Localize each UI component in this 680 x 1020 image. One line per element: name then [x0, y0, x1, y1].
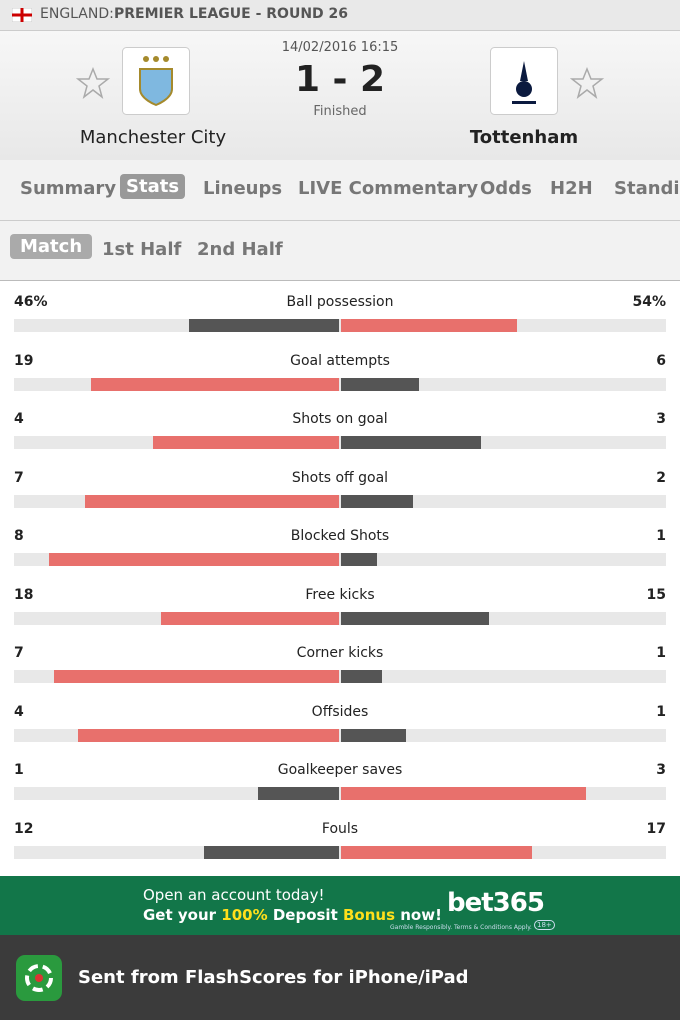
- app-icon[interactable]: [16, 955, 62, 1001]
- favorite-star[interactable]: [570, 67, 604, 99]
- score: 1 - 2: [294, 59, 386, 100]
- away-bar: [341, 845, 533, 859]
- home-value: 4: [14, 703, 24, 720]
- home-bar: [91, 377, 339, 391]
- away-value: 3: [656, 762, 666, 778]
- away-team[interactable]: Tottenham: [469, 127, 579, 148]
- home-value: 7: [14, 645, 24, 661]
- stat-name: Ball possession: [286, 294, 394, 310]
- home-value: 19: [14, 352, 34, 369]
- away-bar: [341, 377, 420, 391]
- home-logo[interactable]: [122, 47, 190, 115]
- tab[interactable]: H2H: [550, 178, 593, 199]
- bar-track: [14, 319, 666, 332]
- away-bar: [341, 436, 481, 449]
- home-team[interactable]: Manchester City: [79, 127, 227, 148]
- stat-name: Blocked Shots: [290, 528, 390, 544]
- ad-text: Open an account today!: [143, 886, 325, 904]
- match-header: Manchester City Tottenham 14/02/2016 16:…: [0, 31, 680, 161]
- home-bar: [204, 845, 339, 859]
- home-value: 12: [14, 820, 34, 837]
- away-bar: [341, 319, 518, 332]
- away-bar: [341, 787, 586, 800]
- match-status: Finished: [313, 104, 367, 119]
- home-bar: [189, 319, 339, 332]
- tab[interactable]: Summary: [20, 178, 117, 199]
- subtab[interactable]: Match: [10, 234, 93, 259]
- tab[interactable]: Stats: [120, 174, 186, 199]
- stat-name: Free kicks: [305, 586, 375, 603]
- home-bar: [257, 787, 339, 800]
- away-bar: [341, 728, 407, 742]
- away-value: 17: [646, 820, 666, 837]
- ad-text: Deposit: [267, 906, 343, 924]
- subtab-bar: Match 1st Half 2nd Half: [0, 221, 680, 281]
- home-bar: [49, 553, 339, 566]
- ad-text: Bonus: [342, 906, 395, 924]
- away-bar: [341, 611, 490, 625]
- away-bar: [341, 494, 414, 508]
- stat-name: Goalkeeper saves: [277, 762, 403, 778]
- away-value: 1: [656, 645, 666, 661]
- home-bar: [161, 611, 339, 625]
- away-value: 54%: [632, 294, 666, 310]
- competition[interactable]: PREMIER LEAGUE - ROUND 26: [114, 6, 349, 22]
- away-bar: [341, 670, 382, 683]
- ad-text: now!: [395, 906, 442, 924]
- country: ENGLAND:: [40, 6, 114, 22]
- away-value: 1: [656, 528, 666, 544]
- home-bar: [85, 494, 339, 508]
- home-bar: [78, 728, 339, 742]
- bar-track: [14, 436, 666, 449]
- home-value: 4: [14, 411, 24, 427]
- header-bar: ENGLAND: PREMIER LEAGUE - ROUND 26: [0, 0, 680, 31]
- away-value: 15: [646, 586, 666, 603]
- match-datetime: 14/02/2016 16:15: [281, 40, 399, 55]
- stat-name: Offsides: [311, 703, 369, 720]
- away-value: 6: [656, 352, 666, 369]
- away-value: 1: [656, 703, 666, 720]
- ad-age: 18+: [534, 920, 555, 930]
- stat-name: Goal attempts: [290, 352, 390, 369]
- home-bar: [53, 670, 339, 683]
- tab[interactable]: Lineups: [203, 178, 283, 199]
- home-value: 18: [14, 586, 34, 603]
- flag: [12, 8, 32, 22]
- ad-text: Get your: [143, 906, 222, 924]
- away-value: 3: [656, 411, 666, 427]
- stat-name: Shots on goal: [292, 411, 388, 427]
- home-value: 8: [14, 528, 24, 544]
- ad-fine-print: Gamble Responsibly. Terms & Conditions A…: [390, 924, 532, 931]
- tab[interactable]: Odds: [480, 178, 532, 199]
- bar-track: [14, 611, 666, 625]
- away-logo[interactable]: [490, 47, 558, 115]
- subtab[interactable]: 1st Half: [102, 239, 182, 260]
- ad-banner[interactable]: Open an account today! Get your 100% Dep…: [0, 876, 680, 935]
- stat-name: Shots off goal: [291, 469, 389, 486]
- ad-text: 100%: [221, 906, 268, 924]
- stats-list: Ball possession 46% 54% Goal attempts 19 6 Sho…: [0, 280, 680, 876]
- tab[interactable]: LIVE Commentary: [298, 178, 479, 199]
- ad-brand: bet365: [447, 888, 545, 918]
- tab-bar: Summary Stats Lineups LIVE Commentary Odds H2…: [0, 160, 680, 221]
- stat-name: Fouls: [321, 820, 359, 837]
- home-value: 7: [14, 469, 24, 486]
- bar-track: [14, 845, 666, 859]
- away-value: 2: [656, 469, 666, 486]
- footer: Sent from FlashScores for iPhone/iPad: [0, 935, 680, 1020]
- ad-text: Get your 100% Deposit Bonus now!: [143, 906, 442, 924]
- footer-text[interactable]: Sent from FlashScores for iPhone/iPad: [78, 967, 469, 988]
- away-bar: [341, 553, 378, 566]
- stat-name: Corner kicks: [296, 645, 384, 661]
- home-value: 1: [14, 762, 24, 778]
- tab[interactable]: Standings: [614, 178, 680, 199]
- home-bar: [152, 436, 339, 449]
- subtab[interactable]: 2nd Half: [197, 239, 283, 260]
- home-value: 46%: [14, 294, 48, 310]
- favorite-star[interactable]: [76, 67, 110, 99]
